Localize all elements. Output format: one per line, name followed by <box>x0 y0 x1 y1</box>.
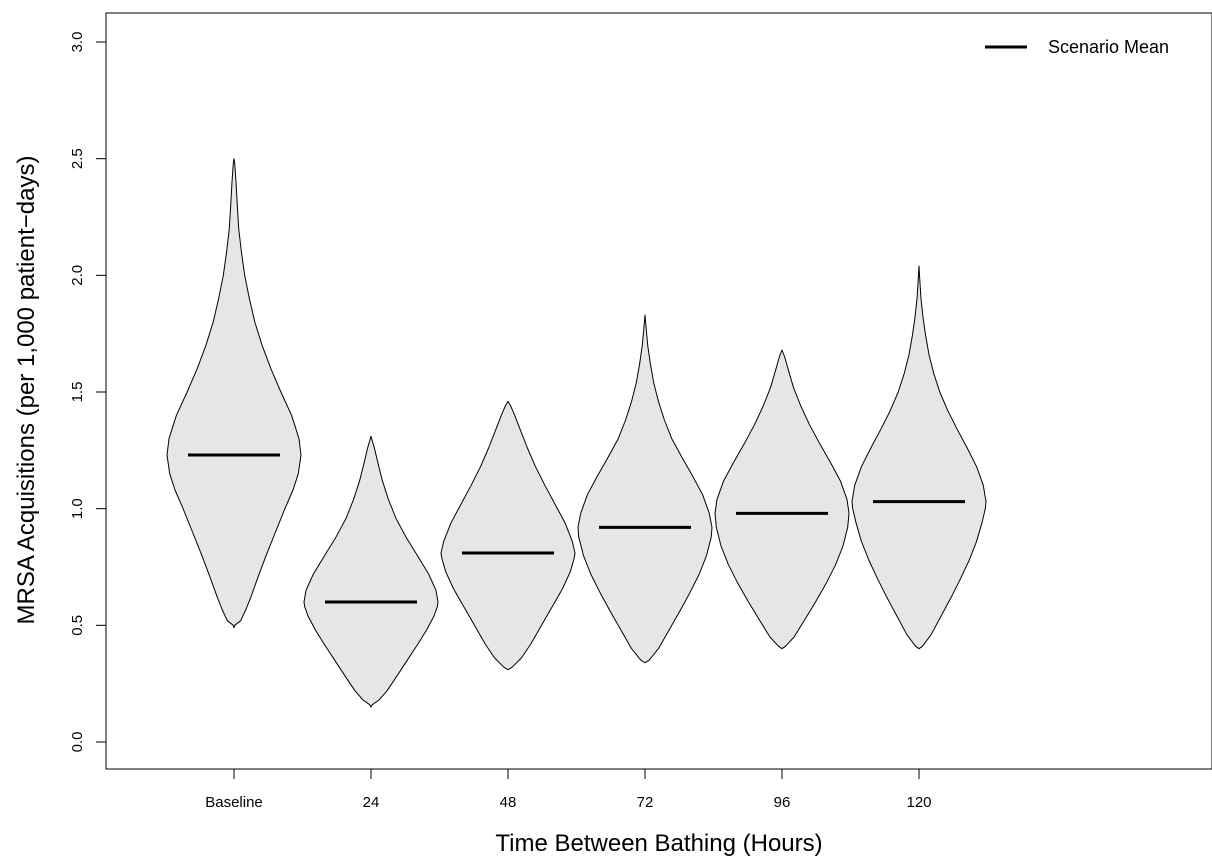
x-tick-label: 24 <box>363 794 380 811</box>
violins <box>166 158 987 708</box>
y-tick-label: 3.0 <box>69 32 86 53</box>
y-tick-label: 0.0 <box>69 732 86 753</box>
legend: Scenario Mean <box>985 37 1169 57</box>
x-axis: Baseline 24 48 72 96 120 <box>205 768 932 811</box>
violin-Baseline <box>166 158 302 629</box>
violin-72 <box>577 314 713 664</box>
x-tick-label: 48 <box>500 794 517 811</box>
x-tick-label: 72 <box>637 794 654 811</box>
y-axis: 0.0 0.5 1.0 1.5 2.0 2.5 3.0 <box>69 32 107 753</box>
legend-label: Scenario Mean <box>1048 37 1169 57</box>
mean-lines <box>188 453 965 604</box>
y-axis-title: MRSA Acquisitions (per 1,000 patient−day… <box>13 156 40 625</box>
y-tick-label: 2.0 <box>69 265 86 286</box>
y-tick-label: 0.5 <box>69 615 86 636</box>
x-axis-title: Time Between Bathing (Hours) <box>495 830 822 857</box>
x-tick-label: 120 <box>906 794 931 811</box>
x-tick-label: Baseline <box>205 794 263 811</box>
violin-96 <box>714 349 850 650</box>
y-tick-label: 2.5 <box>69 148 86 169</box>
y-tick-label: 1.0 <box>69 498 86 519</box>
violin-120 <box>851 265 987 650</box>
y-tick-label: 1.5 <box>69 382 86 403</box>
violin-48 <box>440 400 576 671</box>
violin-24 <box>303 435 439 708</box>
x-tick-label: 96 <box>774 794 791 811</box>
